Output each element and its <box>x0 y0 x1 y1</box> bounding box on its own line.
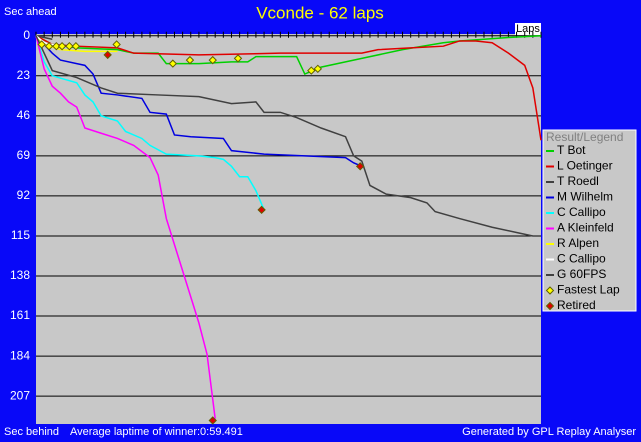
x-label: Laps <box>516 23 540 35</box>
point-marker <box>57 41 67 51</box>
series-line <box>35 35 216 419</box>
x-label-box <box>515 23 541 35</box>
legend-label: C Callipo <box>557 252 606 266</box>
point-marker <box>103 50 112 60</box>
point-marker <box>112 40 121 49</box>
y-tick-label: 92 <box>17 188 31 202</box>
series-line <box>35 35 53 40</box>
legend-title: Result/Legend <box>546 130 623 144</box>
y-tick-label: 23 <box>17 68 31 82</box>
series-line <box>35 34 542 76</box>
point-marker <box>185 55 195 65</box>
point-marker <box>37 40 46 49</box>
point-marker <box>168 59 178 68</box>
y-tick-label: 69 <box>17 148 31 162</box>
legend-label: M Wilhelm <box>557 190 613 204</box>
point-marker <box>208 416 217 425</box>
y-label-top: Sec ahead <box>4 6 57 18</box>
legend-label: R Alpen <box>557 236 599 250</box>
legend-swatch <box>545 301 555 311</box>
legend-label: Fastest Lap <box>557 283 620 297</box>
series-line <box>35 35 363 168</box>
point-marker <box>52 41 61 51</box>
legend-label: Retired <box>557 298 596 312</box>
y-tick-label: 115 <box>11 228 30 242</box>
legend-box <box>542 129 637 312</box>
legend-swatch <box>545 286 555 295</box>
point-marker <box>313 64 323 74</box>
footer-right: Generated by GPL Replay Analyser <box>462 426 636 438</box>
chart-title: Vconde - 62 laps <box>256 3 384 22</box>
y-tick-label: 138 <box>10 268 30 282</box>
point-marker <box>307 66 316 75</box>
legend-label: T Roedl <box>557 174 599 188</box>
series-line <box>35 35 534 237</box>
plot-area <box>36 34 541 424</box>
point-marker <box>208 55 217 65</box>
legend-label: A Kleinfeld <box>557 221 614 235</box>
legend-label: L Oetinger <box>557 159 613 173</box>
legend-label: G 60FPS <box>557 267 606 281</box>
point-marker <box>257 205 266 215</box>
y-tick-label: 46 <box>17 108 31 122</box>
y-tick-label: 161 <box>10 308 30 322</box>
y-label-bottom: Sec behind <box>4 426 59 438</box>
series-line <box>35 35 265 211</box>
series-line <box>35 35 542 141</box>
point-marker <box>71 41 81 51</box>
point-marker <box>233 54 243 63</box>
legend-label: T Bot <box>557 143 586 157</box>
y-tick-label: 184 <box>10 348 30 362</box>
y-tick-label: 207 <box>10 388 30 402</box>
footer-left: Average laptime of winner:0:59.491 <box>70 426 243 438</box>
point-marker <box>44 41 54 51</box>
legend-label: C Callipo <box>557 205 606 219</box>
point-marker <box>65 41 74 51</box>
y-tick-label: 0 <box>23 28 30 42</box>
point-marker <box>355 162 365 171</box>
